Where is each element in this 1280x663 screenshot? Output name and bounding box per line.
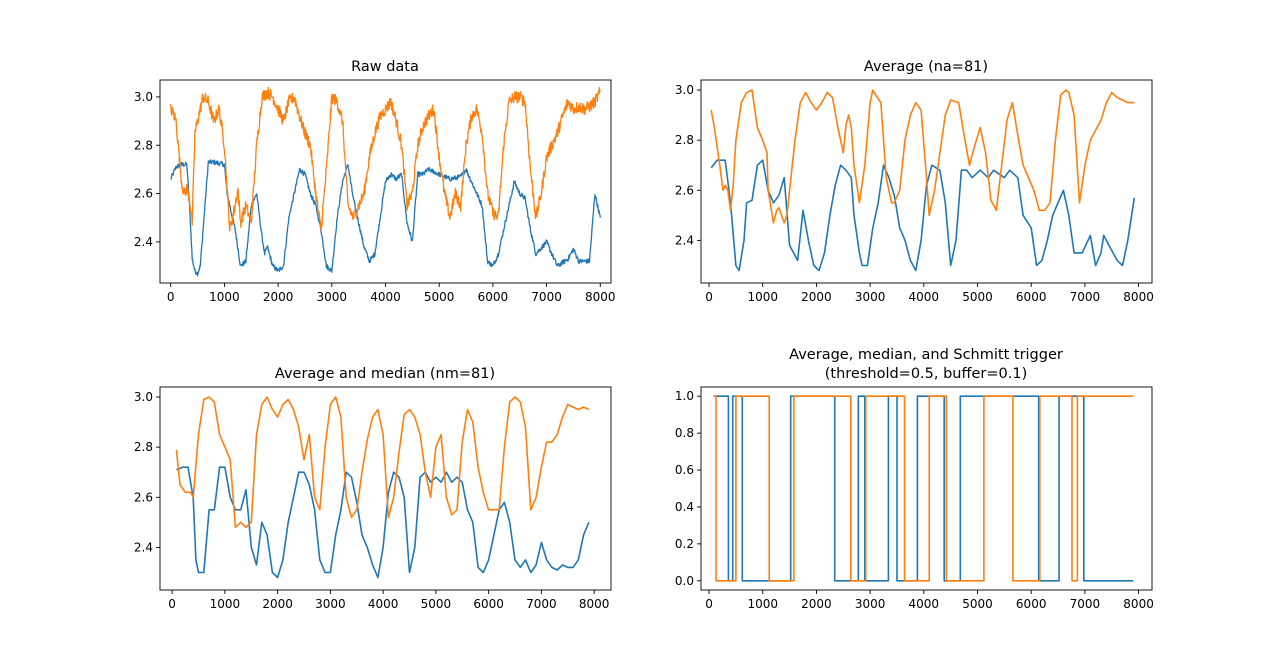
panel-average: Average (na=81) 0 1000 2000 3000 4000 5000 600… bbox=[675, 59, 1154, 304]
x-tick-label: 3000 bbox=[855, 597, 886, 611]
x-tick-label: 2000 bbox=[801, 290, 832, 304]
x-tick-label: 4000 bbox=[909, 597, 940, 611]
axes-frame bbox=[700, 386, 1153, 591]
plot-area bbox=[713, 395, 1134, 582]
x-tick-label: 4000 bbox=[909, 290, 940, 304]
series-1-line bbox=[170, 159, 601, 277]
x-tick-label: 6000 bbox=[1016, 290, 1047, 304]
x-tick-label: 3000 bbox=[855, 290, 886, 304]
x-tick-label: 2000 bbox=[801, 597, 832, 611]
y-tick-label: 0.2 bbox=[675, 537, 694, 551]
series-1-line bbox=[713, 395, 1134, 582]
x-tick-label: 3000 bbox=[317, 290, 348, 304]
y-tick-label: 2.4 bbox=[134, 235, 153, 249]
x-tick-label: 0 bbox=[705, 597, 713, 611]
x-tick-label: 8000 bbox=[579, 597, 610, 611]
series-2-line bbox=[170, 86, 601, 232]
x-tick-label: 5000 bbox=[962, 290, 993, 304]
x-tick-label: 6000 bbox=[473, 597, 504, 611]
x-tick-label: 6000 bbox=[478, 290, 509, 304]
y-tick-label: 1.0 bbox=[675, 389, 694, 403]
panel-raw-data: Raw data 0 1000 2000 3000 4000 5000 6000 7000 80… bbox=[134, 59, 616, 304]
x-tick-label: 7000 bbox=[1070, 290, 1101, 304]
y-tick-label: 2.6 bbox=[675, 183, 694, 197]
panel-average-median: Average and median (nm=81) 0 1000 2000 3000… bbox=[134, 366, 612, 611]
x-tick-label: 0 bbox=[168, 597, 176, 611]
x-tick-label: 6000 bbox=[1016, 597, 1047, 611]
y-tick-label: 2.6 bbox=[134, 490, 153, 504]
y-tick-label: 2.6 bbox=[134, 187, 153, 201]
chart-subtitle: (threshold=0.5, buffer=0.1) bbox=[825, 366, 1028, 382]
chart-title: Raw data bbox=[351, 59, 419, 75]
x-tick-label: 1000 bbox=[210, 597, 241, 611]
x-tick-label: 5000 bbox=[421, 597, 452, 611]
series-1-line bbox=[176, 466, 590, 579]
y-tick-label: 2.8 bbox=[134, 440, 153, 454]
x-tick-label: 1000 bbox=[209, 290, 240, 304]
y-tick-label: 0.8 bbox=[675, 426, 694, 440]
y-tick-label: 0.6 bbox=[675, 463, 694, 477]
y-tick-label: 2.4 bbox=[134, 540, 153, 554]
x-tick-label: 8000 bbox=[585, 290, 616, 304]
y-tick-label: 3.0 bbox=[134, 90, 153, 104]
x-tick-label: 5000 bbox=[424, 290, 455, 304]
x-tick-label: 2000 bbox=[263, 290, 294, 304]
axes-frame bbox=[700, 79, 1153, 284]
y-tick-label: 2.8 bbox=[675, 133, 694, 147]
chart-title: Average, median, and Schmitt trigger bbox=[789, 347, 1063, 363]
x-tick-label: 4000 bbox=[370, 290, 401, 304]
series-2-line bbox=[713, 395, 1134, 582]
series-2-line bbox=[175, 396, 590, 529]
x-tick-label: 2000 bbox=[262, 597, 293, 611]
y-tick-label: 0.0 bbox=[675, 574, 694, 588]
series-1-line bbox=[710, 159, 1136, 272]
x-tick-label: 5000 bbox=[962, 597, 993, 611]
chart-title: Average (na=81) bbox=[864, 59, 988, 75]
y-tick-label: 0.4 bbox=[675, 500, 694, 514]
plot-area bbox=[175, 396, 590, 579]
plot-area bbox=[710, 89, 1136, 272]
y-tick-label: 3.0 bbox=[134, 390, 153, 404]
x-tick-label: 0 bbox=[705, 290, 713, 304]
x-tick-label: 1000 bbox=[747, 597, 778, 611]
x-tick-label: 3000 bbox=[315, 597, 346, 611]
x-tick-label: 8000 bbox=[1123, 290, 1154, 304]
plot-area bbox=[170, 86, 601, 277]
x-tick-label: 4000 bbox=[368, 597, 399, 611]
y-tick-label: 3.0 bbox=[675, 83, 694, 97]
x-tick-label: 7000 bbox=[531, 290, 562, 304]
x-tick-label: 1000 bbox=[747, 290, 778, 304]
x-tick-label: 8000 bbox=[1123, 597, 1154, 611]
x-tick-label: 7000 bbox=[526, 597, 557, 611]
series-2-line bbox=[710, 89, 1135, 224]
chart-title: Average and median (nm=81) bbox=[275, 366, 495, 382]
panel-schmitt-trigger: Average, median, and Schmitt trigger (th… bbox=[675, 347, 1154, 611]
y-tick-label: 2.4 bbox=[675, 233, 694, 247]
x-tick-label: 7000 bbox=[1070, 597, 1101, 611]
axes-frame bbox=[159, 386, 612, 591]
x-tick-label: 0 bbox=[167, 290, 175, 304]
y-tick-label: 2.8 bbox=[134, 138, 153, 152]
